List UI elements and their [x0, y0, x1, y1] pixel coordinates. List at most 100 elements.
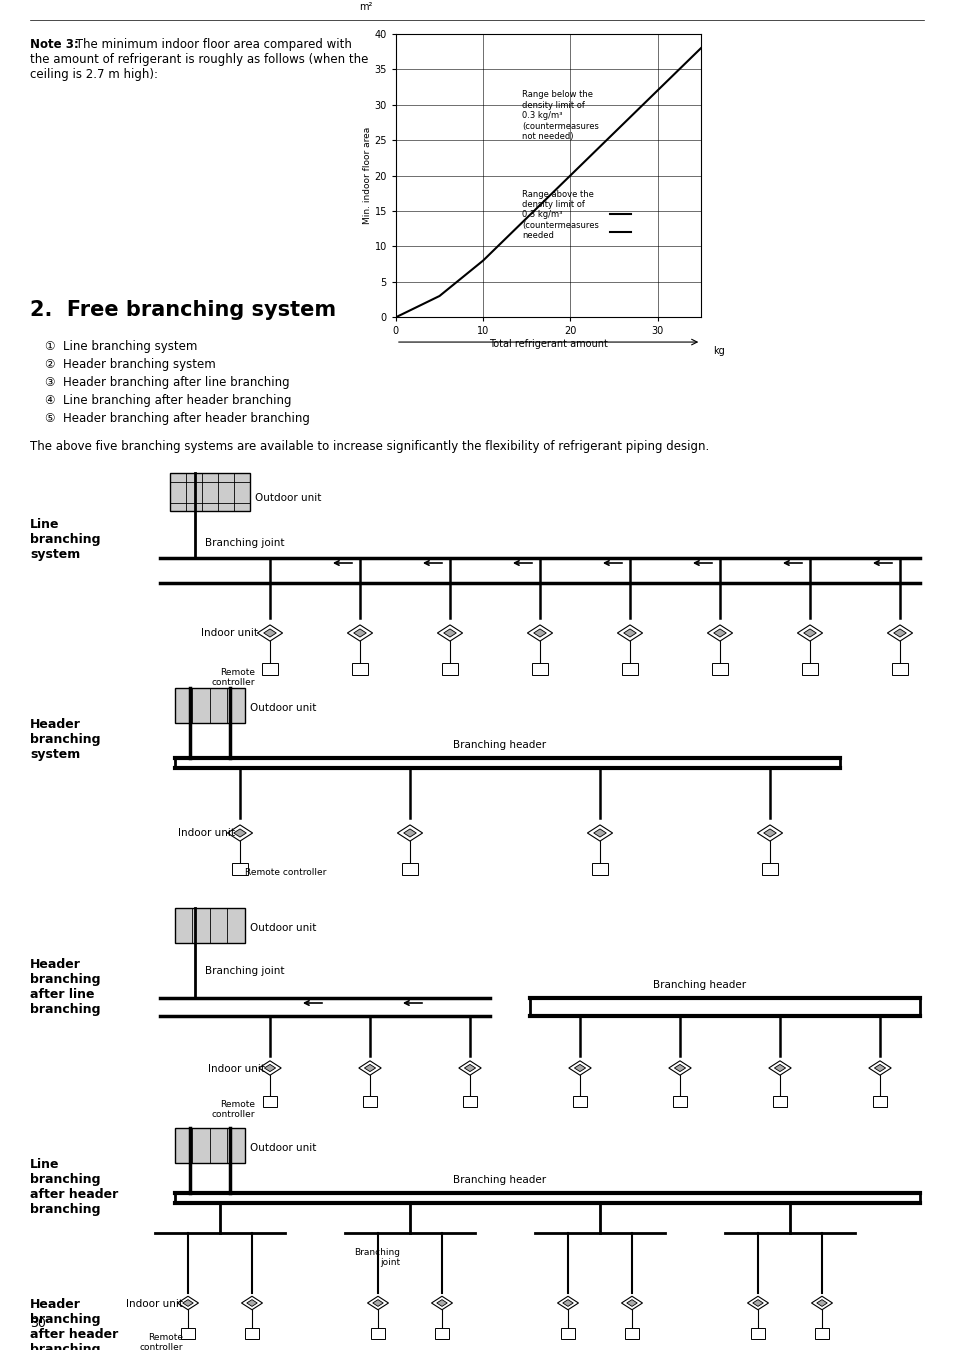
Text: Indoor unit: Indoor unit: [201, 628, 257, 639]
Polygon shape: [674, 1064, 685, 1072]
Bar: [441, 663, 457, 675]
Bar: [352, 663, 368, 675]
Text: ④  Line branching after header branching: ④ Line branching after header branching: [45, 394, 292, 406]
Bar: [462, 1096, 476, 1107]
Polygon shape: [263, 629, 276, 637]
Text: Outdoor unit: Outdoor unit: [254, 493, 321, 504]
Bar: [560, 1328, 575, 1339]
Text: Branching joint: Branching joint: [205, 539, 284, 548]
Text: Outdoor unit: Outdoor unit: [250, 1143, 316, 1153]
Text: Remote
controller: Remote controller: [212, 668, 254, 687]
Bar: [750, 1328, 764, 1339]
Text: Indoor unit: Indoor unit: [178, 828, 234, 838]
Polygon shape: [364, 1064, 375, 1072]
Polygon shape: [713, 629, 725, 637]
Bar: [672, 1096, 686, 1107]
Bar: [174, 909, 245, 944]
Bar: [174, 1129, 245, 1162]
Text: Indoor unit: Indoor unit: [208, 1064, 265, 1075]
Polygon shape: [443, 629, 456, 637]
Polygon shape: [183, 1300, 193, 1307]
Polygon shape: [527, 625, 552, 641]
Text: Range above the
density limit of
0.3 kg/m³
(countermeasures
needed: Range above the density limit of 0.3 kg/…: [522, 189, 598, 240]
Polygon shape: [574, 1064, 585, 1072]
Polygon shape: [893, 629, 905, 637]
Polygon shape: [533, 629, 546, 637]
Bar: [772, 1096, 786, 1107]
Bar: [371, 1328, 385, 1339]
Bar: [624, 1328, 639, 1339]
Polygon shape: [403, 829, 416, 837]
Text: Outdoor unit: Outdoor unit: [250, 703, 316, 713]
Polygon shape: [802, 629, 816, 637]
Polygon shape: [177, 1296, 198, 1310]
Polygon shape: [747, 1296, 768, 1310]
Text: Range below the
density limit of
0.3 kg/m³
(countermeasures
not needed): Range below the density limit of 0.3 kg/…: [522, 90, 598, 140]
Bar: [263, 1096, 276, 1107]
Polygon shape: [874, 1064, 884, 1072]
Polygon shape: [816, 1300, 826, 1307]
Polygon shape: [354, 629, 366, 637]
Polygon shape: [757, 825, 781, 841]
Polygon shape: [367, 1296, 388, 1310]
Text: Line
branching
system: Line branching system: [30, 518, 100, 562]
Polygon shape: [258, 1061, 281, 1075]
Bar: [181, 1328, 194, 1339]
Text: the amount of refrigerant is roughly as follows (when the: the amount of refrigerant is roughly as …: [30, 53, 368, 66]
Bar: [872, 1096, 886, 1107]
Text: Header
branching
after header
branching: Header branching after header branching: [30, 1297, 118, 1350]
Bar: [592, 863, 607, 875]
Bar: [761, 863, 778, 875]
Polygon shape: [233, 829, 246, 837]
Polygon shape: [593, 829, 606, 837]
Bar: [245, 1328, 258, 1339]
Bar: [232, 863, 248, 875]
Text: ceiling is 2.7 m high):: ceiling is 2.7 m high):: [30, 68, 158, 81]
Text: 30: 30: [30, 1318, 46, 1330]
Text: m²: m²: [358, 3, 372, 12]
Bar: [801, 663, 817, 675]
Polygon shape: [707, 625, 732, 641]
Polygon shape: [264, 1064, 275, 1072]
Polygon shape: [347, 625, 373, 641]
Text: Branching joint: Branching joint: [205, 967, 284, 976]
Polygon shape: [458, 1061, 480, 1075]
Text: Header
branching
after line
branching: Header branching after line branching: [30, 958, 100, 1017]
Text: Remote controller: Remote controller: [245, 868, 326, 878]
Polygon shape: [241, 1296, 262, 1310]
Polygon shape: [247, 1300, 257, 1307]
Polygon shape: [464, 1064, 476, 1072]
Polygon shape: [774, 1064, 784, 1072]
Polygon shape: [397, 825, 422, 841]
Text: Branching
joint: Branching joint: [354, 1247, 399, 1268]
Text: The minimum indoor floor area compared with: The minimum indoor floor area compared w…: [71, 38, 352, 51]
Polygon shape: [358, 1061, 381, 1075]
Bar: [621, 663, 638, 675]
Text: ⑤  Header branching after header branching: ⑤ Header branching after header branchin…: [45, 412, 310, 425]
Text: ②  Header branching system: ② Header branching system: [45, 358, 215, 371]
Bar: [262, 663, 277, 675]
Polygon shape: [568, 1061, 591, 1075]
Polygon shape: [436, 625, 462, 641]
Bar: [573, 1096, 586, 1107]
Text: 2.  Free branching system: 2. Free branching system: [30, 300, 335, 320]
Y-axis label: Min. indoor floor area: Min. indoor floor area: [362, 127, 372, 224]
Polygon shape: [436, 1300, 447, 1307]
Polygon shape: [886, 625, 912, 641]
Text: ①  Line branching system: ① Line branching system: [45, 340, 197, 352]
Bar: [174, 688, 245, 724]
Text: Branching header: Branching header: [653, 980, 746, 990]
Polygon shape: [623, 629, 636, 637]
Polygon shape: [620, 1296, 641, 1310]
Text: Note 3:: Note 3:: [30, 38, 79, 51]
Text: The above five branching systems are available to increase significantly the fle: The above five branching systems are ava…: [30, 440, 708, 454]
Text: Outdoor unit: Outdoor unit: [250, 923, 316, 933]
Text: Line
branching
after header
branching: Line branching after header branching: [30, 1158, 118, 1216]
Bar: [435, 1328, 449, 1339]
Polygon shape: [668, 1061, 691, 1075]
Polygon shape: [763, 829, 776, 837]
Polygon shape: [626, 1300, 637, 1307]
Text: Remote
controller: Remote controller: [139, 1332, 183, 1350]
Text: Branching header: Branching header: [453, 1174, 546, 1185]
Polygon shape: [373, 1300, 383, 1307]
